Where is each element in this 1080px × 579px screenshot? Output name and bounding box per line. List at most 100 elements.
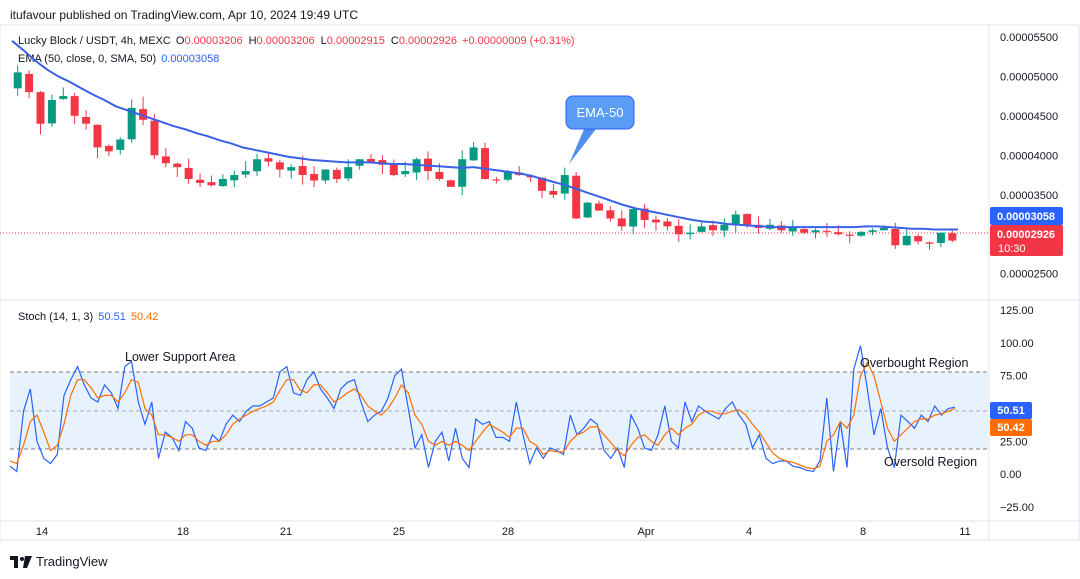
candle-body xyxy=(469,147,478,161)
candle-body xyxy=(936,232,945,243)
candle-body xyxy=(287,167,296,171)
candle-body xyxy=(914,236,923,242)
candle-body xyxy=(902,235,911,246)
price-tick-label: 0.00004500 xyxy=(1000,111,1058,123)
time-tick-label: 4 xyxy=(746,526,752,538)
candle-body xyxy=(686,232,695,235)
open-label: O xyxy=(175,35,185,47)
candle-body xyxy=(811,230,820,233)
ema-value: 0.00003058 xyxy=(161,53,220,65)
time-tick-label: 18 xyxy=(177,526,189,538)
high-label: H xyxy=(248,35,257,47)
candle-body xyxy=(537,177,546,191)
last-price-badge-text: 0.00002926 xyxy=(997,229,1055,241)
candle-body xyxy=(583,202,592,218)
time-tick-label: 8 xyxy=(860,526,866,538)
candle-body xyxy=(230,175,239,181)
ema-price-badge-text: 0.00003058 xyxy=(997,211,1055,223)
stoch-k-value: 50.51 xyxy=(98,311,126,323)
candle-body xyxy=(367,158,376,162)
stoch-d-badge-text: 50.42 xyxy=(997,422,1025,434)
candle-body xyxy=(674,225,683,235)
candle-body xyxy=(275,162,284,170)
candle-body xyxy=(310,173,319,181)
candle-body xyxy=(389,164,398,176)
candle-body xyxy=(173,163,182,168)
candle-body xyxy=(127,107,136,140)
candle-body xyxy=(253,159,262,172)
time-tick-label: Apr xyxy=(637,526,654,538)
symbol-label[interactable]: Lucky Block / USDT, 4h, MEXC xyxy=(18,35,171,47)
candle-body xyxy=(59,96,68,99)
candle-body xyxy=(241,171,250,175)
time-tick-label: 14 xyxy=(36,526,48,538)
ema-label[interactable]: EMA (50, close, 0, SMA, 50) xyxy=(18,53,157,65)
candle-body xyxy=(13,72,22,89)
time-tick-label: 28 xyxy=(502,526,514,538)
stoch-k-line xyxy=(9,345,956,473)
stoch-tick-label: 125.00 xyxy=(1000,305,1034,317)
candle-body xyxy=(948,233,957,241)
stoch-k-badge-text: 50.51 xyxy=(997,405,1025,417)
time-tick-label: 11 xyxy=(959,526,970,538)
candle-body xyxy=(572,175,581,219)
candle-body xyxy=(435,171,444,179)
candle-body xyxy=(344,167,353,179)
stoch-label[interactable]: Stoch (14, 1, 3) xyxy=(18,311,94,323)
stoch-tick-label: 25.00 xyxy=(1000,436,1028,448)
candle-body xyxy=(594,203,603,211)
ohlc-values: O0.00003206 H0.00003206 L0.00002915 C0.0000… xyxy=(176,35,577,47)
candle-body xyxy=(93,124,102,148)
candle-body xyxy=(663,221,672,227)
candle-body xyxy=(321,169,330,181)
candle-body xyxy=(617,218,626,227)
candle-body xyxy=(697,226,706,232)
stoch-tick-label: 100.00 xyxy=(1000,338,1034,350)
candle-body xyxy=(845,234,854,236)
candle-body xyxy=(458,159,467,187)
publisher-header: itufavour published on TradingView.com, … xyxy=(10,8,358,22)
countdown-text: 10:30 xyxy=(998,243,1026,255)
stoch-tick-label: 0.00 xyxy=(1000,469,1021,481)
candle-body xyxy=(207,182,216,186)
candles xyxy=(13,65,957,250)
candle-body xyxy=(925,242,934,244)
low-label: L xyxy=(320,35,327,47)
candle-body xyxy=(708,225,717,231)
candle-body xyxy=(82,117,91,124)
candle-body xyxy=(743,213,752,225)
stoch-k-badge xyxy=(990,402,1032,419)
candle-body xyxy=(47,100,56,124)
close-label: C xyxy=(390,35,399,47)
candle-body xyxy=(36,92,45,124)
candle-body xyxy=(629,208,638,227)
price-tick-label: 0.00005000 xyxy=(1000,71,1058,83)
candle-body xyxy=(891,229,900,246)
candle-body xyxy=(879,227,888,231)
ema-callout-box xyxy=(565,95,635,130)
tradingview-logo[interactable]: TradingView xyxy=(10,554,108,569)
ema-price-badge xyxy=(990,207,1063,225)
high-value: 0.00003206 xyxy=(256,35,315,47)
candle-body xyxy=(161,156,170,164)
stoch-legend: Stoch (14, 1, 3) 50.51 50.42 xyxy=(18,311,160,323)
ema-50-line xyxy=(11,40,958,231)
candle-body xyxy=(834,232,843,235)
time-tick-label: 21 xyxy=(280,526,292,538)
overbought-label: Overbought Region xyxy=(860,356,968,370)
change-value: +0.00000009 (+0.31%) xyxy=(462,35,575,47)
candle-body xyxy=(640,208,649,221)
last-price-badge xyxy=(990,225,1063,256)
candle-body xyxy=(606,210,615,219)
candle-body xyxy=(70,96,79,116)
open-value: 0.00003206 xyxy=(184,35,243,47)
close-value: 0.00002926 xyxy=(398,35,457,47)
price-tick-label: 0.00004000 xyxy=(1000,150,1058,162)
candle-body xyxy=(298,166,307,176)
tradingview-logo-icon xyxy=(10,555,32,568)
price-tick-label: 0.00002500 xyxy=(1000,269,1058,281)
candle-body xyxy=(264,158,273,162)
time-tick-label: 25 xyxy=(393,526,405,538)
candle-body xyxy=(218,178,227,187)
